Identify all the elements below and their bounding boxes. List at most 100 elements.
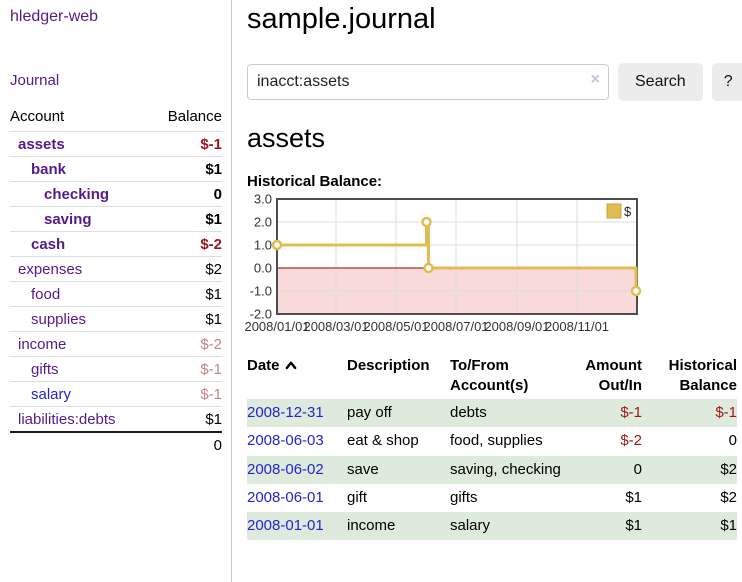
transaction-accounts: food, supplies: [450, 432, 543, 450]
transaction-description: pay off: [347, 404, 392, 421]
x-tick-label: 2008/01/01: [244, 319, 309, 334]
register-table: Date Description To/From Account(s) Amou…: [247, 354, 737, 541]
account-row: saving $1: [10, 206, 222, 232]
account-row: income $-2: [10, 331, 222, 357]
y-tick-label: 3.0: [254, 192, 272, 207]
account-link[interactable]: salary: [31, 385, 72, 403]
account-link[interactable]: gifts: [31, 360, 59, 378]
transaction-balance: $2: [720, 488, 737, 506]
transaction-date-cell: 2008-12-31: [247, 399, 347, 427]
register-header-date[interactable]: Date: [247, 354, 347, 399]
transaction-date-cell: 2008-06-02: [247, 456, 347, 484]
app-title-link[interactable]: hledger-web: [10, 8, 99, 25]
transaction-balance: $-1: [715, 404, 737, 421]
data-point-marker: [423, 262, 434, 274]
transaction-date-link[interactable]: 2008-01-01: [247, 517, 324, 534]
clear-search-icon[interactable]: ×: [590, 71, 600, 88]
transaction-description: income: [347, 517, 396, 534]
account-balance: $1: [205, 160, 222, 178]
transaction-date-cell: 2008-06-03: [247, 427, 347, 455]
accounts-header-row: Account Balance: [10, 104, 222, 132]
account-balance: $-2: [200, 235, 222, 253]
search-input[interactable]: [247, 64, 609, 100]
transaction-balance: $1: [720, 517, 737, 534]
legend-label: $: [624, 204, 632, 219]
account-link[interactable]: saving: [44, 210, 92, 228]
x-tick-label: 2008/09/01: [484, 319, 549, 334]
register-row: 2008-12-31 pay off debts $-1 $-1: [247, 399, 737, 428]
account-balance: $1: [205, 410, 222, 428]
transaction-date-link[interactable]: 2008-06-01: [247, 488, 324, 506]
register-header-accounts: To/From Account(s): [450, 357, 529, 394]
account-balance: $-1: [200, 135, 222, 153]
account-link[interactable]: assets: [18, 135, 65, 153]
accounts-header-account: Account: [10, 108, 65, 125]
transaction-date-cell: 2008-06-01: [247, 484, 347, 512]
account-balance: $1: [205, 210, 222, 228]
x-tick-label: 2008/03/01: [303, 319, 368, 334]
y-tick-label: -2.0: [250, 307, 272, 322]
account-balance: $1: [205, 310, 222, 328]
accounts-total-row: 0: [10, 432, 222, 457]
transaction-amount: $-1: [620, 404, 642, 421]
account-link[interactable]: liabilities:debts: [18, 410, 116, 428]
transaction-accounts: debts: [450, 404, 487, 421]
account-link[interactable]: expenses: [18, 260, 83, 278]
journal-link[interactable]: Journal: [10, 72, 60, 89]
x-tick-label: 2008/11/01: [545, 319, 609, 334]
transaction-date-link[interactable]: 2008-06-03: [247, 432, 324, 450]
transaction-description: eat & shop: [347, 432, 419, 450]
help-button[interactable]: ?: [711, 63, 742, 101]
transaction-description: save: [347, 460, 379, 478]
account-heading: assets: [247, 123, 326, 153]
historical-balance-chart: 3.0 2.0 1.0 0.0 -1.0 -2.02008/01/012008/03/01…: [244, 192, 642, 334]
transaction-date-link[interactable]: 2008-06-02: [247, 460, 324, 478]
sort-ascending-icon: [285, 361, 296, 370]
account-row: expenses $2: [10, 256, 222, 282]
chart-heading: Historical Balance:: [247, 173, 383, 190]
accounts-header-balance: Balance: [167, 108, 222, 125]
account-row: bank $1: [10, 156, 222, 182]
account-balance: $-1: [200, 360, 222, 378]
accounts-table: Account Balance assets $-1 bank $1 checking 0…: [10, 104, 222, 457]
transaction-date-link[interactable]: 2008-12-31: [247, 404, 324, 421]
account-link[interactable]: bank: [31, 160, 67, 178]
y-tick-label: -1.0: [250, 284, 272, 299]
account-link[interactable]: food: [31, 285, 61, 303]
transaction-accounts: saving, checking: [450, 460, 561, 478]
register-row: 2008-06-02 save saving, checking 0 $2: [247, 455, 737, 484]
register-tbody: 2008-12-31 pay off debts $-1 $-1 2008-06-03 ea…: [247, 399, 737, 541]
register-row: 2008-06-03 eat & shop food, supplies $-2 0: [247, 427, 737, 455]
account-row: salary $-1: [10, 381, 222, 407]
account-balance: $2: [205, 260, 222, 278]
search-button[interactable]: Search: [618, 63, 703, 101]
accounts-total-balance: 0: [213, 436, 222, 454]
data-point-marker: [271, 239, 283, 251]
register-row: 2008-06-01 gift gifts $1 $2: [247, 484, 737, 512]
sidebar: hledger-web Journal Account Balance asse…: [0, 0, 232, 582]
account-balance: $1: [205, 285, 222, 303]
account-link[interactable]: cash: [31, 235, 66, 253]
x-tick-label: 2008/07/01: [423, 319, 488, 334]
account-row: gifts $-1: [10, 356, 222, 382]
transaction-amount: $1: [625, 488, 642, 506]
account-link[interactable]: checking: [44, 185, 110, 203]
legend-swatch: [606, 203, 622, 219]
y-tick-label: 0.0: [254, 261, 272, 276]
transaction-accounts: gifts: [450, 488, 478, 506]
register-header-row: Date Description To/From Account(s) Amou…: [247, 354, 737, 399]
x-tick-label: 2008/05/01: [363, 319, 428, 334]
account-row: liabilities:debts $1: [10, 406, 222, 433]
transaction-description: gift: [347, 488, 368, 506]
y-tick-label: 1.0: [254, 238, 272, 253]
transaction-amount: $-2: [620, 432, 642, 450]
data-point-marker: [630, 285, 642, 297]
register-row: 2008-01-01 income salary $1 $1: [247, 512, 737, 541]
data-point-marker: [421, 216, 432, 228]
account-link[interactable]: income: [18, 335, 67, 353]
account-link[interactable]: supplies: [31, 310, 87, 328]
transaction-balance: $2: [720, 460, 737, 478]
search-form: × Search ?: [247, 63, 742, 101]
accounts-tbody: assets $-1 bank $1 checking 0 saving $1 cash $-2 e…: [10, 131, 222, 433]
